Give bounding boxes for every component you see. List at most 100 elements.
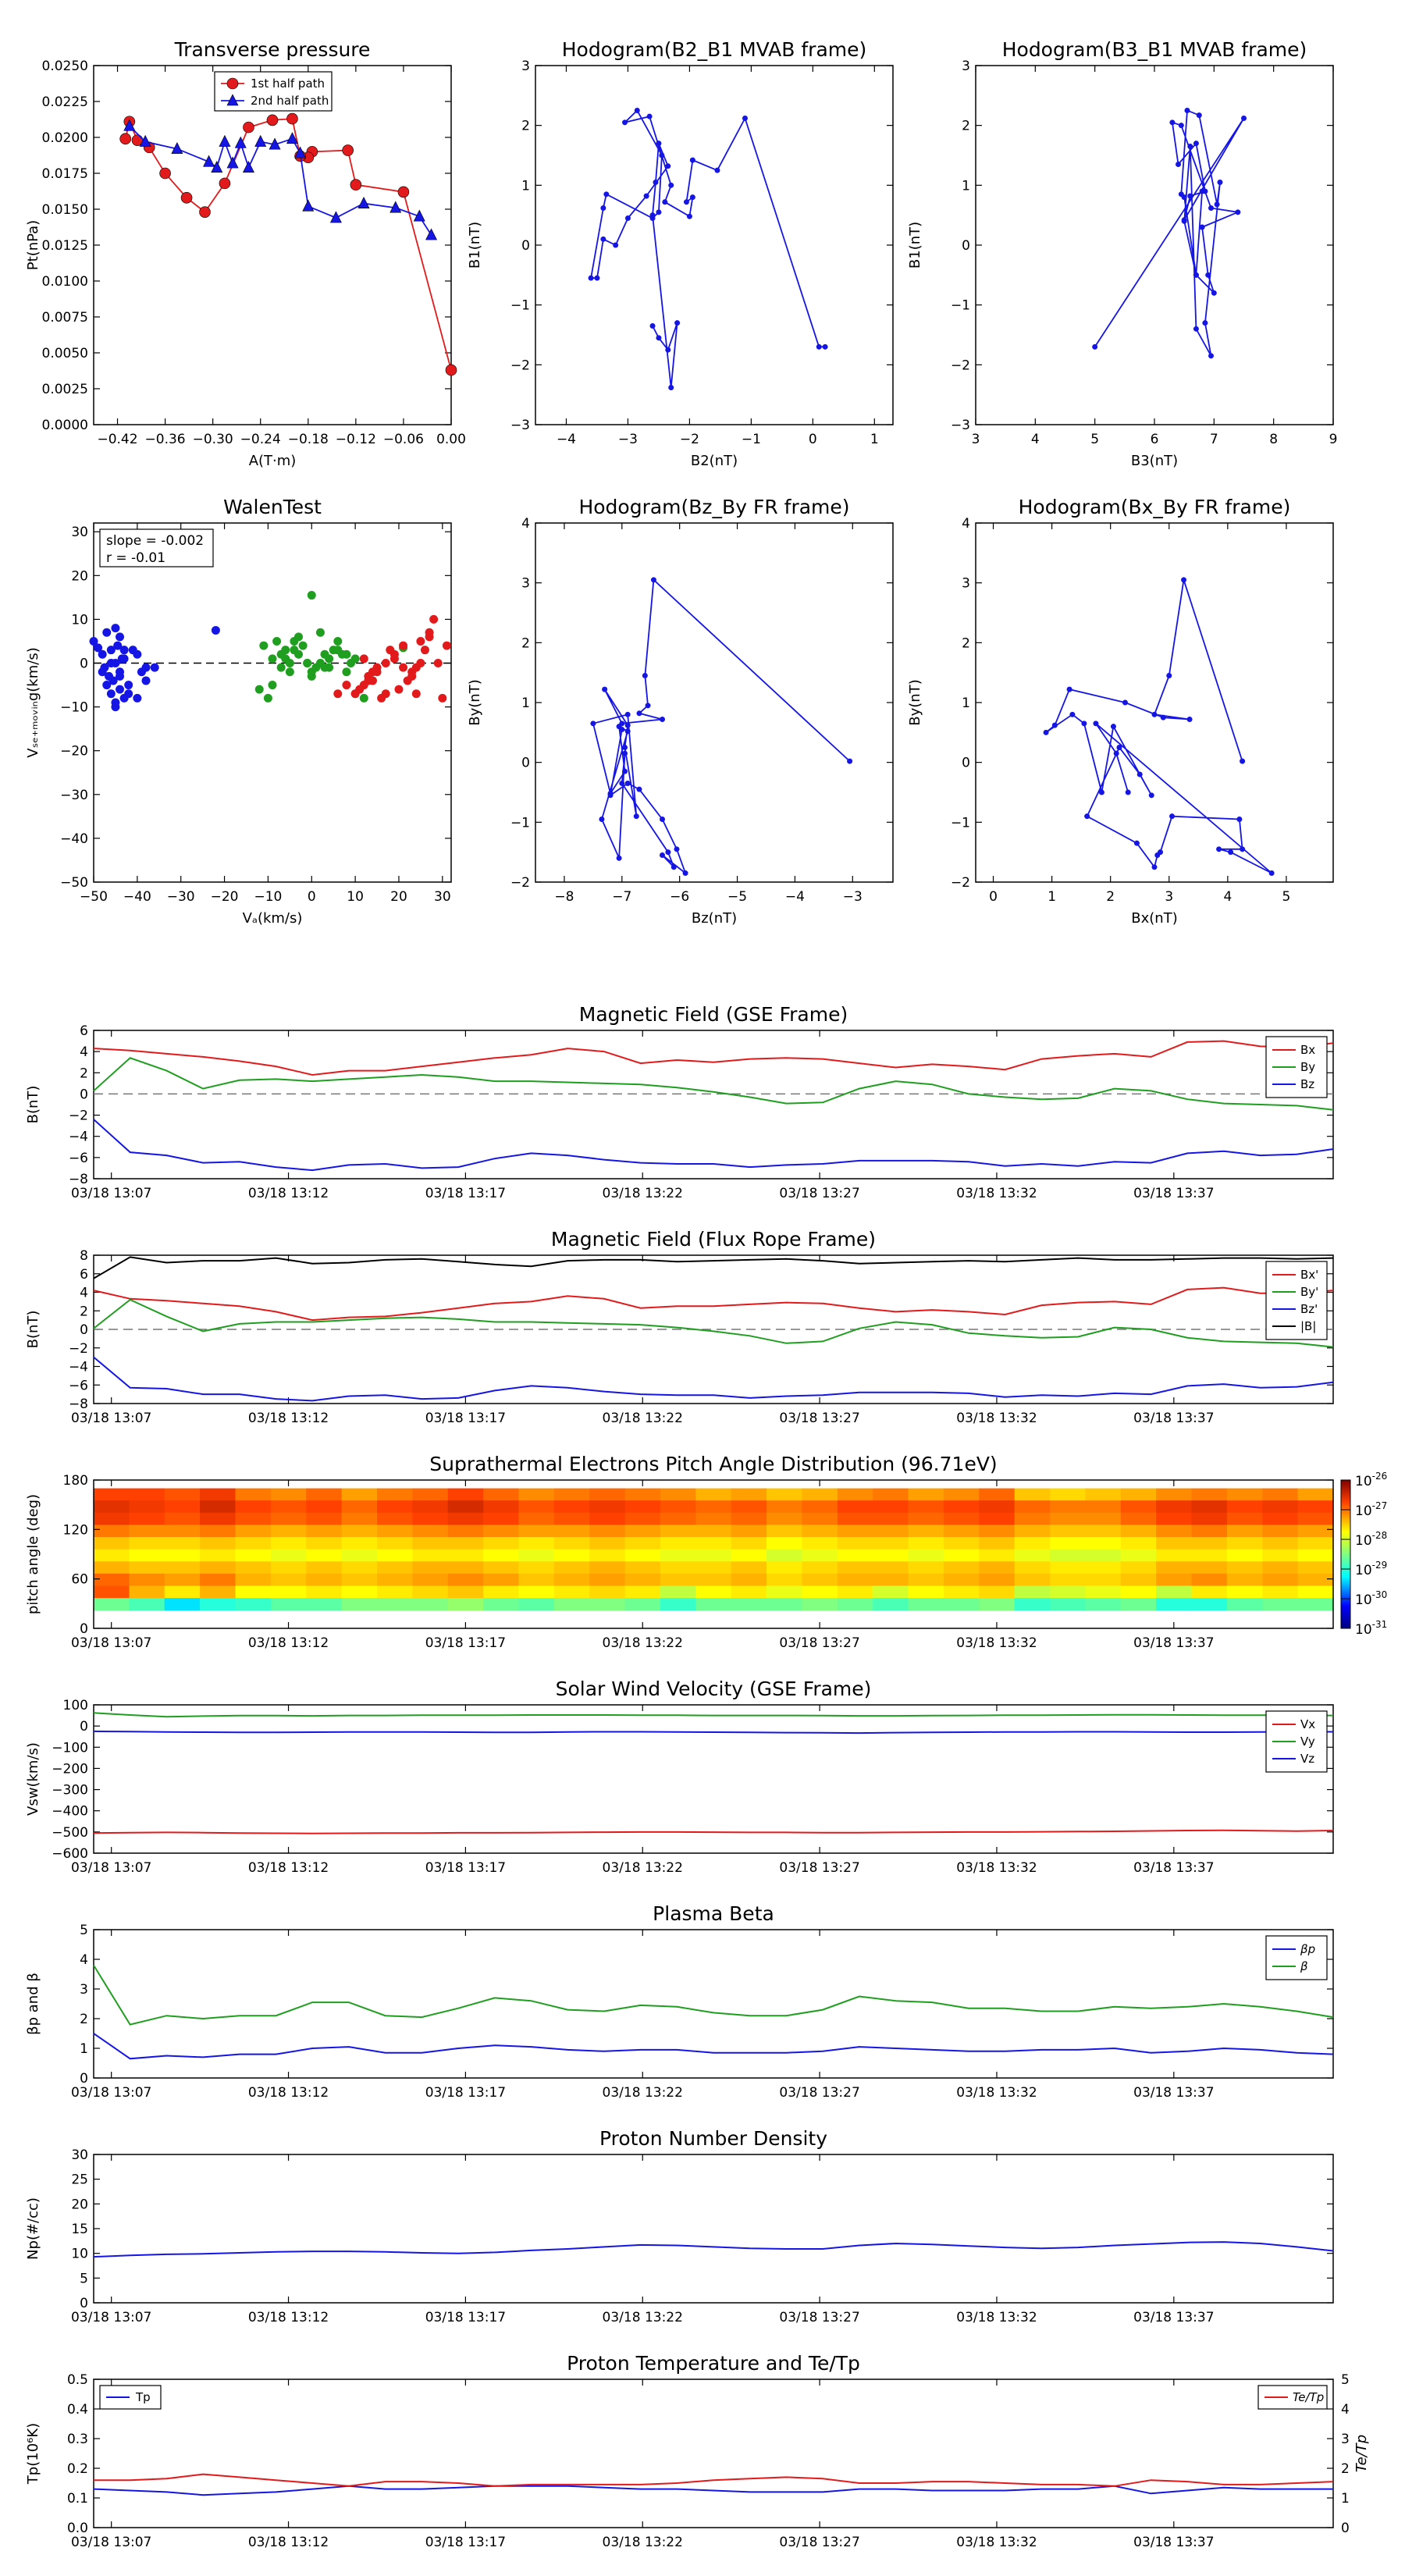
x-tick-label: −20 <box>211 889 239 905</box>
data-point <box>219 177 231 190</box>
heatmap-cell <box>447 1585 484 1599</box>
heatmap-cell <box>200 1549 237 1562</box>
heatmap-cell <box>483 1500 520 1514</box>
x-tick-label: 10 <box>347 889 364 905</box>
time-tick-label: 03/18 13:12 <box>248 1186 329 1201</box>
x-tick-label: −0.18 <box>288 432 329 447</box>
y-tick-label: 0.3 <box>67 2432 88 2447</box>
data-point <box>622 750 628 756</box>
heatmap-cell <box>873 1598 909 1611</box>
heatmap-cell <box>129 1488 165 1501</box>
heatmap-cell <box>660 1598 696 1611</box>
data-point <box>1193 272 1199 278</box>
time-tick-label: 03/18 13:27 <box>779 2310 859 2325</box>
data-point <box>425 228 438 240</box>
heatmap-cell <box>695 1525 732 1538</box>
heatmap-cell <box>341 1585 378 1599</box>
time-tick-label: 03/18 13:12 <box>248 1635 329 1651</box>
data-point <box>660 817 666 822</box>
heatmap-cell <box>943 1549 980 1562</box>
scatter-point <box>325 654 334 664</box>
heatmap-cell <box>129 1525 165 1538</box>
legend-label: By <box>1300 1060 1315 1074</box>
chart-title: Hodogram(Bx_By FR frame) <box>1019 496 1291 518</box>
data-point <box>1208 353 1215 359</box>
heatmap-cell <box>518 1525 555 1538</box>
heatmap-cell <box>837 1512 873 1525</box>
heatmap-cell <box>979 1525 1016 1538</box>
heatmap-cell <box>1297 1573 1334 1587</box>
time-tick-label: 03/18 13:32 <box>956 2310 1037 2325</box>
heatmap-cell <box>447 1549 484 1562</box>
heatmap-cell <box>270 1561 307 1574</box>
heatmap-cell <box>341 1537 378 1550</box>
heatmap-cell <box>1262 1525 1299 1538</box>
y-tick-label: −200 <box>52 1761 88 1777</box>
scatter-point <box>124 681 133 690</box>
panel-tpp: Proton Temperature and Te/TpTp(10⁶K)0.00… <box>25 2352 1370 2550</box>
x-tick-label: 0 <box>989 889 998 905</box>
y-tick-label: 25 <box>71 2172 88 2188</box>
scatter-point <box>420 646 429 655</box>
data-point <box>656 335 662 341</box>
heatmap-cell <box>306 1500 343 1514</box>
heatmap-cell <box>377 1500 413 1514</box>
heatmap-cell <box>200 1573 237 1587</box>
y-tick-label: 0 <box>80 2071 88 2087</box>
heatmap-cell <box>553 1549 590 1562</box>
heatmap-cell <box>235 1598 272 1611</box>
y-tick-label: −10 <box>60 700 88 716</box>
heatmap-cell <box>731 1561 767 1574</box>
heatmap-cell <box>979 1561 1016 1574</box>
heatmap-cell <box>624 1488 661 1501</box>
legend-label: Bx <box>1300 1043 1315 1057</box>
legend-box <box>1257 2385 1328 2410</box>
y-tick-label: 3 <box>80 1982 88 1998</box>
series-line <box>94 2473 1334 2487</box>
y-tick-label: 60 <box>71 1572 88 1588</box>
y-tick-label: 3 <box>521 59 530 74</box>
heatmap-cell <box>447 1561 484 1574</box>
heatmap-cell <box>270 1488 307 1501</box>
heatmap-cell <box>1191 1598 1228 1611</box>
data-point <box>653 180 659 185</box>
heatmap-cell <box>483 1488 520 1501</box>
heatmap-cell <box>695 1500 732 1514</box>
heatmap-cell <box>1262 1585 1299 1599</box>
x-tick-label: −8 <box>554 889 574 905</box>
time-tick-label: 03/18 13:07 <box>71 1860 151 1876</box>
axes-frame <box>93 2154 1334 2304</box>
scatter-point <box>411 663 421 672</box>
x-tick-label: −2 <box>680 432 699 447</box>
heatmap-cell <box>341 1561 378 1574</box>
heatmap-cell <box>412 1488 449 1501</box>
heatmap-cell <box>767 1585 803 1599</box>
data-point <box>1043 729 1049 735</box>
series-line <box>592 578 851 876</box>
heatmap-cell <box>164 1549 201 1562</box>
heatmap-cell <box>200 1500 237 1514</box>
y-tick-label: 100 <box>63 1698 88 1713</box>
data-point <box>1202 320 1208 326</box>
y-tick-label: 1 <box>962 696 970 711</box>
data-point <box>1240 758 1246 764</box>
data-point <box>624 215 631 221</box>
data-point <box>602 686 608 692</box>
legend-label: By' <box>1300 1285 1318 1299</box>
heatmap-cell <box>483 1598 520 1611</box>
y-tick-label: −400 <box>52 1804 88 1820</box>
scatter-point <box>399 663 408 672</box>
heatmap-cell <box>1226 1573 1263 1587</box>
time-tick-label: 03/18 13:37 <box>1133 2085 1214 2101</box>
heatmap-cell <box>1014 1573 1051 1587</box>
x-tick-label: 2 <box>1106 889 1115 905</box>
panel-bgse: Magnetic Field (GSE Frame) B(nT) −8 −6 −4 −2 0… <box>25 1003 1334 1201</box>
heatmap-cell <box>837 1549 873 1562</box>
data-point <box>266 114 279 126</box>
heatmap-cell <box>377 1537 413 1550</box>
heatmap-cell <box>377 1573 413 1587</box>
series-line <box>93 1356 1334 1402</box>
data-point <box>603 191 610 197</box>
data-point <box>645 703 651 709</box>
